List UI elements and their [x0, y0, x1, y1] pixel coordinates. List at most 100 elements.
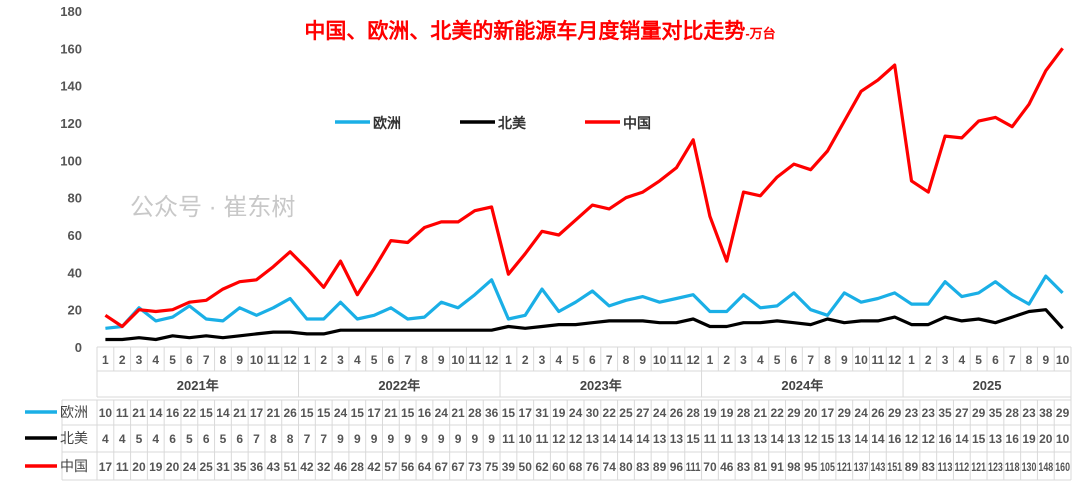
table-cell: 62 [535, 460, 549, 474]
table-cell: 121 [837, 461, 852, 475]
month-label: 4 [958, 353, 965, 367]
month-label: 2 [119, 353, 126, 367]
table-cell: 29 [787, 406, 801, 420]
table-cell: 20 [132, 460, 146, 474]
table-cell: 13 [754, 432, 768, 446]
month-label: 9 [841, 353, 848, 367]
table-cell: 9 [404, 432, 411, 446]
chart-title: 中国、欧洲、北美的新能源车月度销量对比走势-万台 [304, 19, 775, 43]
table-cell: 26 [871, 406, 885, 420]
table-cell: 121 [971, 461, 986, 475]
table-cell: 13 [653, 432, 667, 446]
year-label: 2023年 [580, 378, 622, 393]
month-label: 1 [908, 353, 915, 367]
year-label: 2024年 [781, 378, 823, 393]
table-cell: 14 [149, 406, 163, 420]
table-cell: 81 [754, 460, 768, 474]
table-cell: 23 [905, 406, 919, 420]
table-cell: 11 [704, 432, 717, 446]
month-label: 11 [468, 353, 481, 367]
table-cell: 16 [938, 432, 952, 446]
series-line-0 [105, 274, 1064, 330]
table-cell: 13 [737, 432, 751, 446]
table-cell: 31 [535, 406, 549, 420]
month-label: 2 [925, 353, 932, 367]
year-label: 2022年 [378, 378, 420, 393]
table-cell: 130 [1022, 461, 1037, 475]
table-cell: 9 [371, 432, 378, 446]
table-cell: 4 [119, 432, 126, 446]
table-cell: 12 [552, 432, 566, 446]
table-cell: 13 [586, 432, 600, 446]
table-cell: 32 [317, 460, 331, 474]
table-cell: 15 [972, 432, 986, 446]
month-label: 5 [371, 353, 378, 367]
table-cell: 113 [938, 461, 953, 474]
table-cell: 24 [435, 406, 449, 420]
table-cell: 98 [787, 460, 801, 474]
table-cell: 89 [905, 460, 919, 474]
table-cell: 24 [334, 406, 348, 420]
month-label: 7 [606, 353, 613, 367]
table-cell: 95 [804, 460, 818, 474]
y-tick-label: 100 [60, 153, 82, 168]
table-cell: 19 [149, 460, 163, 474]
month-label: 10 [250, 353, 264, 367]
table-cell: 38 [1039, 406, 1053, 420]
table-cell: 43 [267, 460, 281, 474]
table-cell: 10 [519, 432, 533, 446]
month-label: 5 [572, 353, 579, 367]
month-label: 9 [639, 353, 646, 367]
month-label: 3 [136, 353, 143, 367]
table-cell: 22 [183, 406, 197, 420]
table-cell: 21 [451, 406, 465, 420]
table-cell: 28 [686, 406, 700, 420]
table-cell: 17 [519, 406, 533, 420]
y-tick-label: 20 [68, 303, 82, 318]
table-cell: 15 [317, 406, 331, 420]
table-cell: 50 [519, 460, 533, 474]
month-label: 7 [1009, 353, 1016, 367]
month-label: 10 [451, 353, 465, 367]
month-label: 11 [872, 353, 885, 367]
table-cell: 9 [488, 432, 495, 446]
table-cell: 7 [304, 432, 311, 446]
table-cell: 26 [283, 406, 297, 420]
table-cell: 29 [1056, 406, 1070, 420]
month-label: 1 [102, 353, 109, 367]
table-cell: 24 [854, 406, 868, 420]
table-cell: 17 [821, 406, 835, 420]
table-cell: 21 [132, 406, 146, 420]
table-cell: 9 [354, 432, 361, 446]
table-cell: 7 [320, 432, 327, 446]
table-cell: 14 [216, 406, 230, 420]
table-cell: 64 [418, 460, 432, 474]
table-cell: 26 [670, 406, 684, 420]
table-cell: 91 [770, 460, 784, 474]
table-cell: 25 [199, 460, 213, 474]
table-cell: 83 [922, 460, 936, 474]
month-label: 5 [774, 353, 781, 367]
y-tick-label: 80 [68, 191, 82, 206]
table-cell: 16 [418, 406, 432, 420]
month-label: 12 [686, 353, 700, 367]
table-cell: 148 [1038, 461, 1053, 475]
month-label: 8 [220, 353, 227, 367]
month-label: 8 [623, 353, 630, 367]
month-label: 7 [203, 353, 210, 367]
month-label: 8 [824, 353, 831, 367]
legend-label: 欧洲 [373, 115, 401, 131]
month-label: 6 [186, 353, 193, 367]
table-cell: 17 [367, 406, 381, 420]
table-cell: 21 [267, 406, 281, 420]
table-cell: 29 [888, 406, 902, 420]
table-cell: 67 [451, 460, 465, 474]
table-cell: 13 [670, 432, 684, 446]
table-cell: 12 [922, 432, 936, 446]
watermark: 公众号 · 崔东树 [130, 194, 295, 221]
table-cell: 12 [569, 432, 583, 446]
table-cell: 28 [1006, 406, 1020, 420]
table-cell: 15 [686, 432, 700, 446]
table-cell: 19 [1022, 432, 1036, 446]
